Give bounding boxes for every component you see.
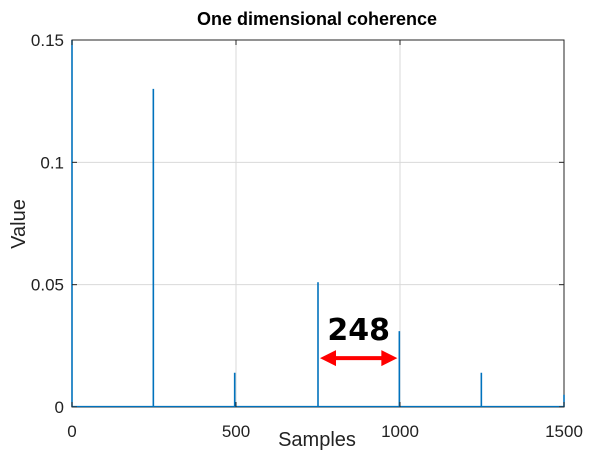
x-tick-label: 500 xyxy=(222,422,250,441)
annotation-group: 248 xyxy=(320,313,398,367)
y-tick-label: 0 xyxy=(55,398,64,417)
x-tick-label: 1500 xyxy=(545,422,583,441)
y-tick-label: 0.15 xyxy=(31,31,64,50)
y-tick-label: 0.05 xyxy=(31,276,64,295)
chart-title: One dimensional coherence xyxy=(197,9,437,29)
x-tick-label: 0 xyxy=(67,422,76,441)
ticks-group: 0 500 1000 1500 0 0.05 0.1 0.15 xyxy=(31,31,583,441)
annotation-arrowhead-right xyxy=(381,350,398,367)
x-axis-label: Samples xyxy=(278,429,356,451)
series-group xyxy=(71,40,565,408)
annotation-arrowhead-left xyxy=(320,350,336,367)
x-tick-label: 1000 xyxy=(381,422,419,441)
y-axis-label: Value xyxy=(8,199,30,249)
y-tick-label: 0.1 xyxy=(40,153,64,172)
annotation-label: 248 xyxy=(327,313,390,348)
